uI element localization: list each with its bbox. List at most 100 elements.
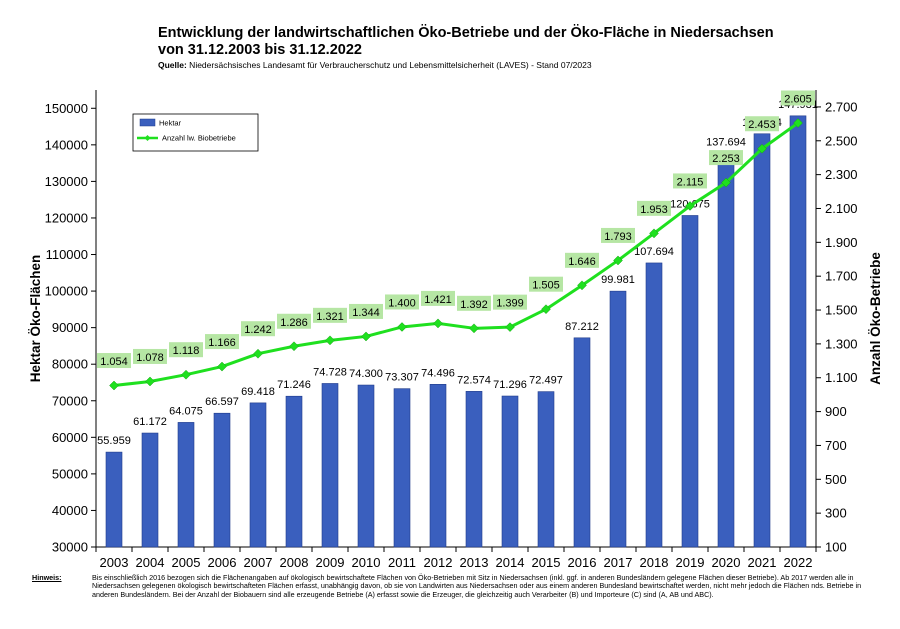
y-axis-title: Hektar Öko-Flächen — [28, 255, 43, 383]
bar — [321, 383, 339, 548]
x-tick-label: 2012 — [424, 555, 453, 570]
combo-chart: 30000 40000 50000 60000 70000 80000 90000 10000… — [28, 90, 883, 570]
line-point — [541, 304, 551, 315]
line-label-box — [421, 290, 455, 306]
line-value-label: 1.399 — [496, 298, 524, 310]
bar — [609, 290, 627, 548]
legend-label-line: Anzahl lw. Biobetriebe — [162, 134, 236, 143]
line-label-box — [97, 353, 131, 369]
line-point — [325, 335, 335, 346]
chart-source: Quelle: Niedersächsisches Landesamt für … — [158, 60, 592, 70]
y2-tick-label: 100 — [825, 540, 847, 555]
line-point — [793, 118, 803, 128]
line-point — [397, 322, 407, 332]
x-tick-label: 2003 — [100, 555, 129, 570]
bar-series — [105, 115, 807, 548]
line-series — [113, 121, 799, 388]
footnote-text: Bis einschließlich 2016 bezogen sich die… — [92, 573, 862, 599]
bar-value-label: 72.497 — [529, 375, 563, 387]
bar — [645, 262, 663, 548]
line-point — [649, 228, 659, 239]
y-tick-label: 130000 — [45, 174, 88, 189]
x-tick-label: 2015 — [532, 555, 561, 570]
y2-tick-label: 2.300 — [825, 167, 858, 182]
chart-title: Entwicklung der landwirtschaftlichen Öko… — [158, 25, 774, 59]
y2-tick-label: 500 — [825, 472, 847, 487]
bar-value-label: 55.959 — [97, 435, 131, 447]
x-tick-label: 2004 — [136, 555, 165, 570]
line-label-box — [565, 252, 599, 268]
legend: Hektar Anzahl lw. Biobetriebe — [132, 113, 259, 152]
y-tick-label: 150000 — [45, 101, 88, 116]
line-point — [433, 318, 443, 329]
legend-swatch-bar — [139, 118, 156, 127]
x-tick-label: 2018 — [640, 555, 669, 570]
x-tick-label: 2011 — [388, 555, 416, 570]
x-tick-label: 2013 — [460, 555, 489, 570]
bar — [537, 391, 555, 548]
y-tick-label: 90000 — [52, 320, 88, 335]
bar-value-label: 61.172 — [133, 416, 167, 428]
line-label-box — [349, 303, 383, 319]
line-point — [721, 177, 731, 188]
line-label-box — [637, 200, 671, 216]
line-value-label: 1.286 — [280, 317, 308, 329]
line-label-box — [673, 173, 707, 189]
source-text: Niedersächsisches Landesamt für Verbrauc… — [186, 60, 592, 70]
y2-tick-label: 2.500 — [825, 133, 858, 148]
y-tick-label: 100000 — [45, 284, 88, 299]
line-value-label: 1.392 — [460, 299, 488, 311]
line-value-label: 1.505 — [532, 280, 560, 292]
y-tick-label: 60000 — [52, 430, 88, 445]
y-tick-label: 70000 — [52, 393, 88, 408]
line-value-label: 2.453 — [748, 119, 776, 131]
line-point — [217, 361, 227, 372]
bar-value-label: 99.981 — [601, 274, 635, 286]
x-tick-label: 2020 — [712, 555, 741, 570]
y2-tick-label: 300 — [825, 506, 847, 521]
y-tick-label: 40000 — [52, 503, 88, 518]
line-point — [577, 280, 587, 291]
y2-tick-label: 2.700 — [825, 99, 858, 114]
bar — [717, 152, 735, 548]
x-tick-label: 2010 — [352, 555, 381, 570]
x-tick-label: 2021 — [748, 555, 777, 570]
y2-tick-label: 700 — [825, 438, 847, 453]
y-tick-label: 120000 — [45, 210, 88, 225]
y2-tick-label: 1.700 — [825, 269, 858, 284]
line-points — [109, 118, 803, 391]
x-tick-label: 2014 — [496, 555, 525, 570]
x-tick-label: 2022 — [784, 555, 813, 570]
bar — [249, 402, 267, 548]
bar — [753, 133, 771, 548]
bar-value-label: 66.597 — [205, 396, 239, 408]
bar-value-label: 64.075 — [169, 405, 203, 417]
x-tick-label: 2005 — [172, 555, 201, 570]
y2-tick-label: 1.500 — [825, 303, 858, 318]
line-labels: 1.054 1.078 1.118 1.166 1.242 1.286 1.321 1.344… — [97, 90, 815, 369]
bar-value-label: 107.694 — [634, 246, 674, 258]
y2-tick-label: 1.300 — [825, 336, 858, 351]
bar-value-label: 74.300 — [349, 368, 383, 380]
line-point — [685, 201, 695, 211]
y2-axis-title: Anzahl Öko-Betriebe — [868, 252, 883, 385]
line-value-label: 1.118 — [173, 345, 200, 357]
line-value-label: 1.166 — [208, 337, 236, 349]
line-label-box — [205, 334, 239, 350]
line-point — [613, 255, 623, 266]
line-value-label: 1.421 — [424, 294, 452, 306]
bar-value-label: 69.418 — [241, 386, 275, 398]
line-value-label: 1.054 — [100, 356, 128, 368]
y-tick-label: 30000 — [52, 540, 88, 555]
line-label-box — [313, 307, 347, 323]
line-label-box — [133, 348, 167, 364]
x-tick-label: 2017 — [604, 555, 633, 570]
chart-title-line1: Entwicklung der landwirtschaftlichen Öko… — [158, 25, 774, 41]
line-value-label: 2.115 — [677, 176, 704, 188]
footnote-label: Hinweis: — [32, 573, 62, 582]
bar — [429, 384, 447, 548]
bar-value-label: 137.694 — [706, 136, 746, 148]
bar — [177, 422, 195, 548]
x-tick-label: 2006 — [208, 555, 237, 570]
line-point — [757, 143, 767, 154]
